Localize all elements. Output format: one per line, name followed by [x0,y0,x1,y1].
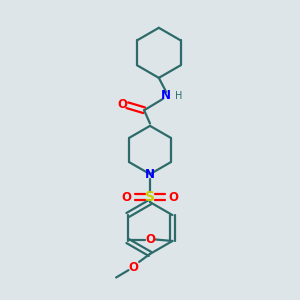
Text: N: N [145,168,155,181]
Text: H: H [175,91,182,100]
Text: O: O [129,261,139,274]
Text: N: N [161,89,171,102]
Text: O: O [122,190,131,204]
Text: O: O [146,233,155,246]
Text: S: S [145,190,155,204]
Text: O: O [169,190,178,204]
Text: O: O [117,98,127,111]
